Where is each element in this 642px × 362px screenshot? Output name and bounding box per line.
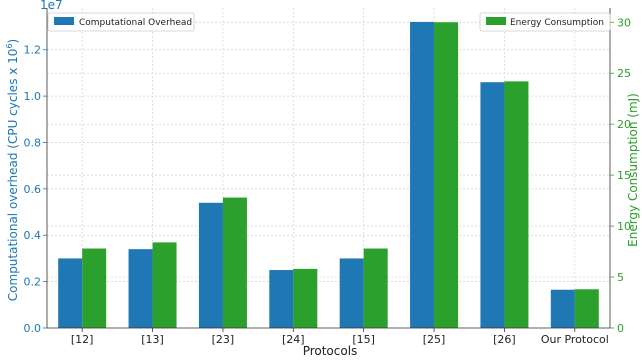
x-tick-label-6: [26] xyxy=(493,333,516,346)
right-tick-label-5: 25 xyxy=(617,67,631,80)
bar-computational-overhead-3 xyxy=(269,270,294,328)
axes-frame xyxy=(46,8,611,329)
bar-energy-consumption-6 xyxy=(504,81,529,328)
left-axis-offset-text: 1e7 xyxy=(40,0,63,12)
legend-left-label: Computational Overhead xyxy=(79,18,192,28)
bar-computational-overhead-0 xyxy=(58,258,83,328)
right-axis-label: Energy Consumption (mJ) xyxy=(626,93,640,247)
left-tick-label-2: 0.4 xyxy=(24,229,42,242)
left-tick-label-4: 0.8 xyxy=(24,136,42,149)
x-tick-label-2: [23] xyxy=(212,333,235,346)
left-axis-label-main: Computational overhead (CPU cycles x 10 xyxy=(6,49,20,302)
x-tick-label-7: Our Protocol xyxy=(541,333,609,346)
legend-energy-consumption: Energy Consumption xyxy=(479,12,611,32)
left-tick-label-1: 0.2 xyxy=(24,276,42,289)
x-tick-label-5: [25] xyxy=(423,333,446,346)
left-axis-label: Computational overhead (CPU cycles x 106… xyxy=(5,39,20,301)
bar-computational-overhead-4 xyxy=(339,258,364,328)
right-tick-label-0: 0 xyxy=(617,322,624,335)
bar-computational-overhead-5 xyxy=(410,21,435,328)
x-tick-label-0: [12] xyxy=(71,333,94,346)
right-tick-label-6: 30 xyxy=(617,16,631,29)
bar-computational-overhead-6 xyxy=(480,82,505,328)
bars-group xyxy=(58,21,599,328)
legend-left-swatch xyxy=(54,17,74,25)
bar-energy-consumption-1 xyxy=(152,242,177,328)
left-tick-label-6: 1.2 xyxy=(24,44,42,57)
x-tick-label-4: [15] xyxy=(352,333,375,346)
legend-computational-overhead: Computational Overhead xyxy=(47,12,195,32)
bar-computational-overhead-1 xyxy=(128,249,153,328)
left-axis-label-superscript: 6 xyxy=(5,43,14,48)
right-tick-label-4: 20 xyxy=(617,118,631,131)
legend-right-swatch xyxy=(486,17,506,25)
left-tick-label-3: 0.6 xyxy=(24,183,42,196)
bar-computational-overhead-2 xyxy=(198,202,223,328)
bar-energy-consumption-7 xyxy=(574,289,599,328)
x-tick-label-3: [24] xyxy=(282,333,305,346)
left-axis-label-close: ) xyxy=(6,39,20,44)
right-tick-label-1: 5 xyxy=(617,271,624,284)
bar-energy-consumption-4 xyxy=(363,248,388,328)
right-tick-label-3: 15 xyxy=(617,169,631,182)
left-tick-label-0: 0.0 xyxy=(24,322,42,335)
left-tick-label-5: 1.0 xyxy=(24,90,42,103)
x-tick-label-1: [13] xyxy=(141,333,164,346)
bar-computational-overhead-7 xyxy=(550,289,575,328)
bar-energy-consumption-0 xyxy=(82,248,107,328)
bar-energy-consumption-3 xyxy=(293,268,318,328)
bar-energy-consumption-2 xyxy=(222,197,247,328)
bar-energy-consumption-5 xyxy=(434,22,459,328)
legend-left-frame xyxy=(47,12,195,32)
right-tick-label-2: 10 xyxy=(617,220,631,233)
x-axis-label: Protocols xyxy=(303,344,358,358)
ticks-group: 0.0 0.2 0.4 0.6 0.8 1.0 1.2 0 5 10 15 20 25 30 [12] [13… xyxy=(24,16,632,346)
legend-right-frame xyxy=(479,12,611,32)
legend-right-label: Energy Consumption xyxy=(510,18,604,28)
